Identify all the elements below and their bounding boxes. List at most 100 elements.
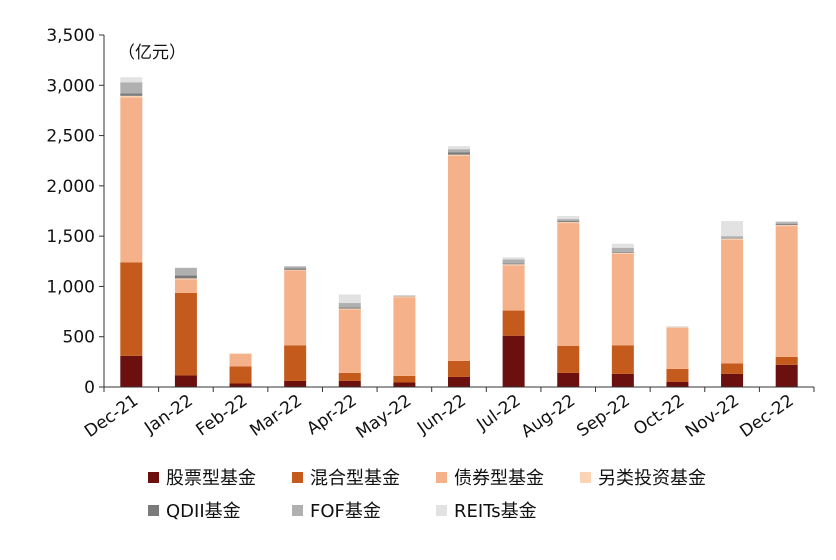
legend-label: 另类投资基金 — [598, 468, 706, 489]
bar-segment-5 — [502, 263, 525, 265]
bar-segment-1 — [666, 381, 689, 387]
x-category-label: Feb-22 — [193, 391, 252, 441]
bar-segment-2 — [557, 345, 580, 373]
bar-segment-6 — [448, 149, 470, 153]
bar-segment-6 — [120, 82, 143, 94]
x-category-label: Dec-22 — [736, 391, 797, 442]
bar-segment-6 — [284, 266, 307, 269]
legend-label: QDII基金 — [166, 501, 241, 522]
unit-label: （亿元） — [118, 43, 186, 63]
legend-swatch — [436, 505, 447, 516]
bar-segment-5 — [448, 152, 470, 155]
bar-segment-2 — [284, 345, 307, 381]
legend-swatch — [436, 472, 447, 483]
legend-swatch — [580, 472, 591, 483]
bar-segment-2 — [174, 292, 197, 376]
bar-segment-4 — [666, 327, 689, 328]
y-tick-label: 0 — [84, 378, 95, 398]
bar-segment-7 — [338, 294, 361, 304]
bar-segment-6 — [174, 267, 197, 276]
bar-segment-5 — [611, 251, 634, 253]
legend-label: FOF基金 — [310, 501, 381, 522]
bar-segment-3 — [557, 223, 580, 346]
bar-segment-2 — [229, 366, 252, 384]
bar-segment-3 — [448, 155, 470, 361]
bar-segment-4 — [229, 353, 252, 354]
x-axis-labels: Dec-21Jan-22Feb-22Mar-22Apr-22May-22Jun-… — [81, 387, 815, 443]
x-category-label: Mar-22 — [246, 391, 306, 441]
bar-segment-3 — [502, 265, 525, 311]
bar-segment-7 — [611, 243, 634, 248]
bar-segment-1 — [448, 376, 470, 387]
legend-swatch — [148, 505, 159, 516]
y-axis-ticks: 0 500 1,000 1,500 2,000 2,500 3,000 3,500 — [46, 26, 104, 398]
bar-segment-3 — [721, 239, 744, 364]
legend-label: 混合型基金 — [310, 468, 400, 489]
bar-segment-5 — [775, 224, 798, 226]
bar-segment-1 — [120, 355, 143, 387]
bar-segment-6 — [338, 303, 361, 308]
bar-segment-6 — [611, 247, 634, 252]
bar-segment-2 — [721, 363, 744, 374]
y-tick-label: 3,000 — [46, 76, 95, 96]
bars-group — [120, 77, 798, 387]
legend-swatch — [292, 505, 303, 516]
legend-label: REITs基金 — [454, 501, 537, 522]
bar-segment-1 — [721, 373, 744, 387]
y-tick-label: 3,500 — [46, 26, 95, 46]
legend-label: 债券型基金 — [454, 468, 544, 489]
bar-segment-6 — [721, 236, 744, 239]
bar-segment-1 — [502, 335, 525, 387]
bar-segment-1 — [284, 380, 307, 387]
bar-segment-2 — [775, 356, 798, 365]
bar-segment-2 — [393, 375, 416, 383]
bar-segment-3 — [284, 270, 307, 346]
x-category-label: Jul-22 — [473, 391, 525, 436]
bar-segment-1 — [174, 375, 197, 387]
bar-segment-4 — [557, 222, 580, 224]
bar-segment-6 — [666, 326, 689, 328]
bar-segment-4 — [775, 225, 798, 227]
bar-segment-1 — [557, 372, 580, 387]
y-tick-label: 500 — [63, 328, 95, 348]
x-category-label: Dec-21 — [81, 391, 142, 442]
bar-segment-4 — [393, 296, 416, 298]
bar-segment-7 — [775, 221, 798, 223]
x-category-label: Oct-22 — [630, 391, 688, 440]
bar-segment-5 — [120, 93, 143, 96]
bar-segment-6 — [393, 295, 416, 297]
bar-segment-2 — [338, 372, 361, 381]
bar-segment-2 — [611, 345, 634, 374]
bar-segment-5 — [284, 268, 307, 270]
bar-segment-6 — [502, 259, 525, 264]
bar-segment-1 — [611, 373, 634, 387]
y-tick-label: 1,000 — [46, 277, 95, 297]
x-category-label: Jan-22 — [140, 391, 197, 439]
bar-segment-4 — [611, 252, 634, 254]
bar-segment-7 — [502, 257, 525, 260]
bar-segment-5 — [174, 275, 197, 279]
x-category-label: Sep-22 — [573, 391, 633, 442]
legend-label: 股票型基金 — [166, 468, 256, 489]
legend-swatch — [292, 472, 303, 483]
bar-segment-3 — [775, 226, 798, 357]
legend: 股票型基金 混合型基金 债券型基金 另类投资基金 QDII基金 FOF基金 REITs基金 — [148, 468, 706, 522]
bar-segment-6 — [775, 222, 798, 225]
x-category-label: May-22 — [352, 391, 415, 443]
bar-segment-3 — [338, 309, 361, 373]
bar-segment-4 — [448, 154, 470, 156]
x-category-label: Nov-22 — [682, 391, 743, 442]
bar-segment-3 — [229, 353, 252, 367]
bar-segment-3 — [120, 97, 143, 263]
bar-segment-3 — [611, 253, 634, 346]
y-tick-label: 2,500 — [46, 127, 95, 147]
bar-segment-5 — [557, 221, 580, 223]
bar-segment-1 — [338, 380, 361, 387]
bar-segment-4 — [284, 269, 307, 271]
x-category-label: Jun-22 — [413, 391, 470, 439]
bar-segment-2 — [666, 368, 689, 382]
bar-segment-7 — [557, 216, 580, 220]
bar-segment-1 — [229, 383, 252, 387]
